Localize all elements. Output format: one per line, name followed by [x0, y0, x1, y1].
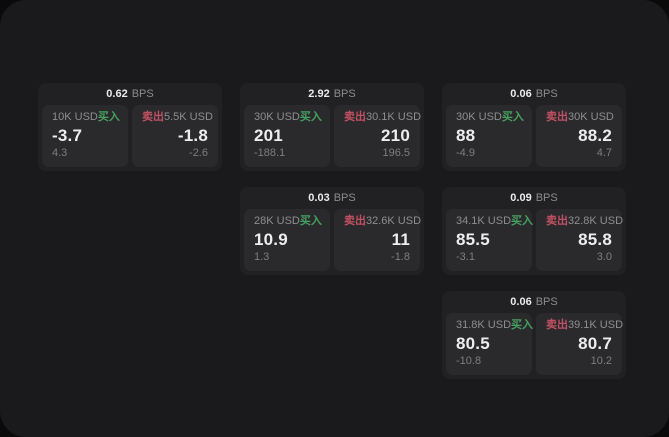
sell-amount: 30K USD: [568, 111, 614, 123]
sell-price: 85.8: [578, 230, 612, 249]
sell-side-label: 卖出: [344, 111, 366, 123]
buy-change: -188.1: [254, 147, 286, 159]
quote-panels: 10K USD 买入 -3.7 4.3 卖出 5.5K USD -1.8 -2.…: [38, 105, 222, 171]
quote-card: 0.03 BPS 28K USD 买入 10.9 1.3 卖出 32.6K US…: [240, 187, 424, 275]
sell-side-label: 卖出: [142, 111, 164, 123]
sell-price: 210: [381, 126, 410, 145]
sell-amount: 5.5K USD: [164, 111, 213, 123]
bps-header: 0.62 BPS: [38, 83, 222, 105]
quote-card: 0.06 BPS 31.8K USD 买入 80.5 -10.8 卖出 39.1…: [442, 291, 626, 379]
buy-price: 88: [456, 126, 476, 145]
quote-card: 0.06 BPS 30K USD 买入 88 -4.9 卖出 30K USD: [442, 83, 626, 171]
bps-value: 0.06: [510, 296, 532, 308]
sell-change: 196.5: [382, 147, 410, 159]
quote-card: 2.92 BPS 30K USD 买入 201 -188.1 卖出 30.1K …: [240, 83, 424, 171]
buy-panel[interactable]: 30K USD 买入 88 -4.9: [446, 105, 532, 167]
buy-side-label: 买入: [299, 215, 322, 227]
sell-amount: 39.1K USD: [568, 319, 624, 331]
buy-change: -3.1: [456, 251, 475, 263]
sell-change: -1.8: [391, 251, 410, 263]
bps-unit-label: BPS: [535, 88, 558, 100]
bps-unit-label: BPS: [131, 88, 154, 100]
buy-price: 10.9: [254, 230, 288, 249]
buy-change: 1.3: [254, 251, 270, 263]
buy-change: -10.8: [456, 355, 482, 367]
quote-panels: 30K USD 买入 88 -4.9 卖出 30K USD 88.2 4.7: [442, 105, 626, 171]
buy-side-label: 买入: [511, 319, 534, 331]
buy-panel[interactable]: 10K USD 买入 -3.7 4.3: [42, 105, 128, 167]
bps-value: 0.09: [510, 192, 532, 204]
sell-price: 11: [391, 230, 410, 249]
quote-panels: 34.1K USD 买入 85.5 -3.1 卖出 32.8K USD 85.8…: [442, 209, 626, 275]
bps-unit-label: BPS: [333, 88, 356, 100]
quote-panels: 30K USD 买入 201 -188.1 卖出 30.1K USD 210 1…: [240, 105, 424, 171]
sell-side-label: 卖出: [344, 215, 366, 227]
quote-panels: 28K USD 买入 10.9 1.3 卖出 32.6K USD 11 -1.8: [240, 209, 424, 275]
sell-side-label: 卖出: [546, 319, 568, 331]
sell-amount: 32.8K USD: [568, 215, 624, 227]
sell-panel[interactable]: 卖出 32.6K USD 11 -1.8: [334, 209, 422, 271]
quote-panels: 31.8K USD 买入 80.5 -10.8 卖出 39.1K USD 80.…: [442, 313, 626, 379]
sell-side-label: 卖出: [546, 111, 568, 123]
bps-header: 2.92 BPS: [240, 83, 424, 105]
sell-change: 10.2: [590, 355, 612, 367]
sell-panel[interactable]: 卖出 30K USD 88.2 4.7: [536, 105, 622, 167]
bps-value: 0.62: [106, 88, 128, 100]
sell-change: 4.7: [596, 147, 612, 159]
bps-value: 0.03: [308, 192, 330, 204]
sell-price: 88.2: [578, 126, 612, 145]
buy-side-label: 买入: [97, 111, 120, 123]
sell-change: 3.0: [596, 251, 612, 263]
buy-amount: 10K USD: [52, 111, 98, 123]
quote-card: 0.62 BPS 10K USD 买入 -3.7 4.3 卖出 5.5K USD: [38, 83, 222, 171]
bps-header: 0.06 BPS: [442, 291, 626, 313]
sell-amount: 30.1K USD: [366, 111, 422, 123]
buy-panel[interactable]: 30K USD 买入 201 -188.1: [244, 105, 330, 167]
buy-price: 201: [254, 126, 283, 145]
sell-amount: 32.6K USD: [366, 215, 422, 227]
sell-panel[interactable]: 卖出 39.1K USD 80.7 10.2: [536, 313, 624, 375]
buy-panel[interactable]: 28K USD 买入 10.9 1.3: [244, 209, 330, 271]
buy-price: -3.7: [52, 126, 83, 145]
bps-header: 0.06 BPS: [442, 83, 626, 105]
bps-unit-label: BPS: [333, 192, 356, 204]
bps-header: 0.09 BPS: [442, 187, 626, 209]
sell-change: -2.6: [189, 147, 208, 159]
buy-side-label: 买入: [511, 215, 534, 227]
bps-unit-label: BPS: [535, 296, 558, 308]
sell-panel[interactable]: 卖出 32.8K USD 85.8 3.0: [536, 209, 624, 271]
sell-panel[interactable]: 卖出 5.5K USD -1.8 -2.6: [132, 105, 218, 167]
sell-panel[interactable]: 卖出 30.1K USD 210 196.5: [334, 105, 422, 167]
sell-price: -1.8: [177, 126, 208, 145]
bps-value: 0.06: [510, 88, 532, 100]
buy-change: 4.3: [52, 147, 68, 159]
buy-side-label: 买入: [501, 111, 524, 123]
buy-panel[interactable]: 34.1K USD 买入 85.5 -3.1: [446, 209, 534, 271]
buy-change: -4.9: [456, 147, 475, 159]
buy-amount: 28K USD: [254, 215, 300, 227]
sell-side-label: 卖出: [546, 215, 568, 227]
bps-unit-label: BPS: [535, 192, 558, 204]
buy-price: 80.5: [456, 334, 490, 353]
quote-card: 0.09 BPS 34.1K USD 买入 85.5 -3.1 卖出 32.8K…: [442, 187, 626, 275]
buy-amount: 31.8K USD: [456, 319, 512, 331]
quotes-grid: 0.62 BPS 10K USD 买入 -3.7 4.3 卖出 5.5K USD: [38, 83, 626, 379]
buy-price: 85.5: [456, 230, 490, 249]
buy-side-label: 买入: [299, 111, 322, 123]
sell-price: 80.7: [578, 334, 612, 353]
buy-amount: 30K USD: [254, 111, 300, 123]
bps-value: 2.92: [308, 88, 330, 100]
bps-header: 0.03 BPS: [240, 187, 424, 209]
buy-panel[interactable]: 31.8K USD 买入 80.5 -10.8: [446, 313, 534, 375]
buy-amount: 30K USD: [456, 111, 502, 123]
buy-amount: 34.1K USD: [456, 215, 512, 227]
